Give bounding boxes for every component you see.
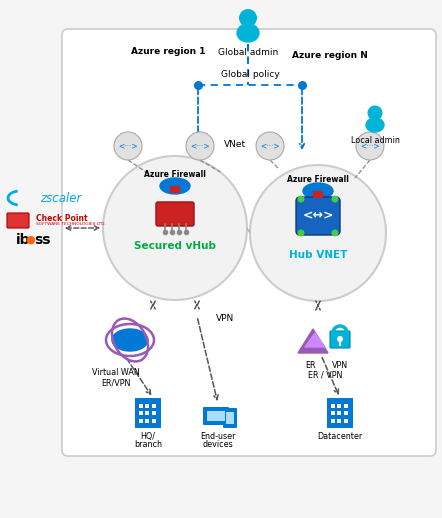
FancyBboxPatch shape <box>145 419 149 423</box>
Text: Global policy: Global policy <box>221 70 279 79</box>
Ellipse shape <box>237 24 259 42</box>
FancyBboxPatch shape <box>327 398 353 428</box>
Text: Azure Firewall: Azure Firewall <box>144 169 206 179</box>
Circle shape <box>356 132 384 160</box>
FancyBboxPatch shape <box>170 186 180 193</box>
Text: Check Point: Check Point <box>36 213 88 223</box>
FancyBboxPatch shape <box>145 404 149 408</box>
Text: VPN: VPN <box>216 313 234 323</box>
FancyBboxPatch shape <box>152 419 156 423</box>
FancyBboxPatch shape <box>337 419 341 423</box>
FancyBboxPatch shape <box>152 411 156 415</box>
Text: ER / VPN: ER / VPN <box>308 371 342 380</box>
Text: Datacenter: Datacenter <box>317 432 362 441</box>
Text: <···>: <···> <box>260 141 280 151</box>
FancyBboxPatch shape <box>331 404 335 408</box>
Circle shape <box>103 156 247 300</box>
Ellipse shape <box>112 329 148 351</box>
Text: ●: ● <box>25 235 35 245</box>
FancyBboxPatch shape <box>337 404 341 408</box>
FancyBboxPatch shape <box>135 398 161 428</box>
FancyBboxPatch shape <box>331 411 335 415</box>
Text: Global admin: Global admin <box>218 48 278 57</box>
Text: devices: devices <box>202 440 233 449</box>
FancyBboxPatch shape <box>223 408 237 428</box>
Circle shape <box>297 229 305 237</box>
Polygon shape <box>298 329 328 353</box>
FancyBboxPatch shape <box>139 411 143 415</box>
FancyBboxPatch shape <box>62 29 436 456</box>
FancyBboxPatch shape <box>337 411 341 415</box>
Text: Azure Firewall: Azure Firewall <box>287 175 349 183</box>
Ellipse shape <box>160 178 190 194</box>
Circle shape <box>297 195 305 203</box>
Text: ib: ib <box>16 233 30 247</box>
Text: Hub VNET: Hub VNET <box>289 250 347 260</box>
Circle shape <box>337 336 343 342</box>
Circle shape <box>239 9 257 27</box>
FancyBboxPatch shape <box>344 419 348 423</box>
Text: HQ/: HQ/ <box>141 432 156 441</box>
Circle shape <box>332 195 339 203</box>
Text: ER: ER <box>305 361 315 370</box>
Circle shape <box>250 165 386 301</box>
Text: Local admin: Local admin <box>351 136 400 145</box>
Ellipse shape <box>303 183 333 199</box>
Text: <···>: <···> <box>360 141 380 151</box>
Ellipse shape <box>176 183 190 193</box>
FancyBboxPatch shape <box>203 407 229 425</box>
FancyBboxPatch shape <box>226 412 234 424</box>
FancyBboxPatch shape <box>313 191 323 198</box>
FancyBboxPatch shape <box>139 419 143 423</box>
Text: zscaler: zscaler <box>40 192 81 205</box>
Text: <···>: <···> <box>118 141 138 151</box>
Text: <↔>: <↔> <box>302 209 334 223</box>
Text: Azure region 1: Azure region 1 <box>131 47 205 55</box>
Text: End-user: End-user <box>200 432 236 441</box>
FancyBboxPatch shape <box>344 411 348 415</box>
FancyBboxPatch shape <box>156 202 194 226</box>
Text: branch: branch <box>134 440 162 449</box>
FancyBboxPatch shape <box>344 404 348 408</box>
Ellipse shape <box>366 118 384 132</box>
FancyBboxPatch shape <box>7 213 29 228</box>
Circle shape <box>367 106 382 121</box>
FancyBboxPatch shape <box>152 404 156 408</box>
Text: Virtual WAN
ER/VPN: Virtual WAN ER/VPN <box>92 368 140 387</box>
Polygon shape <box>305 333 325 347</box>
Ellipse shape <box>160 181 174 191</box>
Ellipse shape <box>171 177 187 188</box>
Text: ss: ss <box>34 233 50 247</box>
Text: <···>: <···> <box>190 141 210 151</box>
Text: VPN: VPN <box>332 361 348 370</box>
Circle shape <box>256 132 284 160</box>
FancyBboxPatch shape <box>145 411 149 415</box>
FancyBboxPatch shape <box>330 331 350 348</box>
Circle shape <box>114 132 142 160</box>
Circle shape <box>332 229 339 237</box>
FancyBboxPatch shape <box>139 404 143 408</box>
Text: VNet: VNet <box>224 139 246 149</box>
FancyBboxPatch shape <box>296 197 340 235</box>
Circle shape <box>186 132 214 160</box>
FancyBboxPatch shape <box>207 411 225 421</box>
Text: Azure region N: Azure region N <box>292 50 368 60</box>
Text: SOFTWARE TECHNOLOGIES LTD.: SOFTWARE TECHNOLOGIES LTD. <box>36 222 106 226</box>
FancyBboxPatch shape <box>331 419 335 423</box>
Text: Secured vHub: Secured vHub <box>134 241 216 251</box>
